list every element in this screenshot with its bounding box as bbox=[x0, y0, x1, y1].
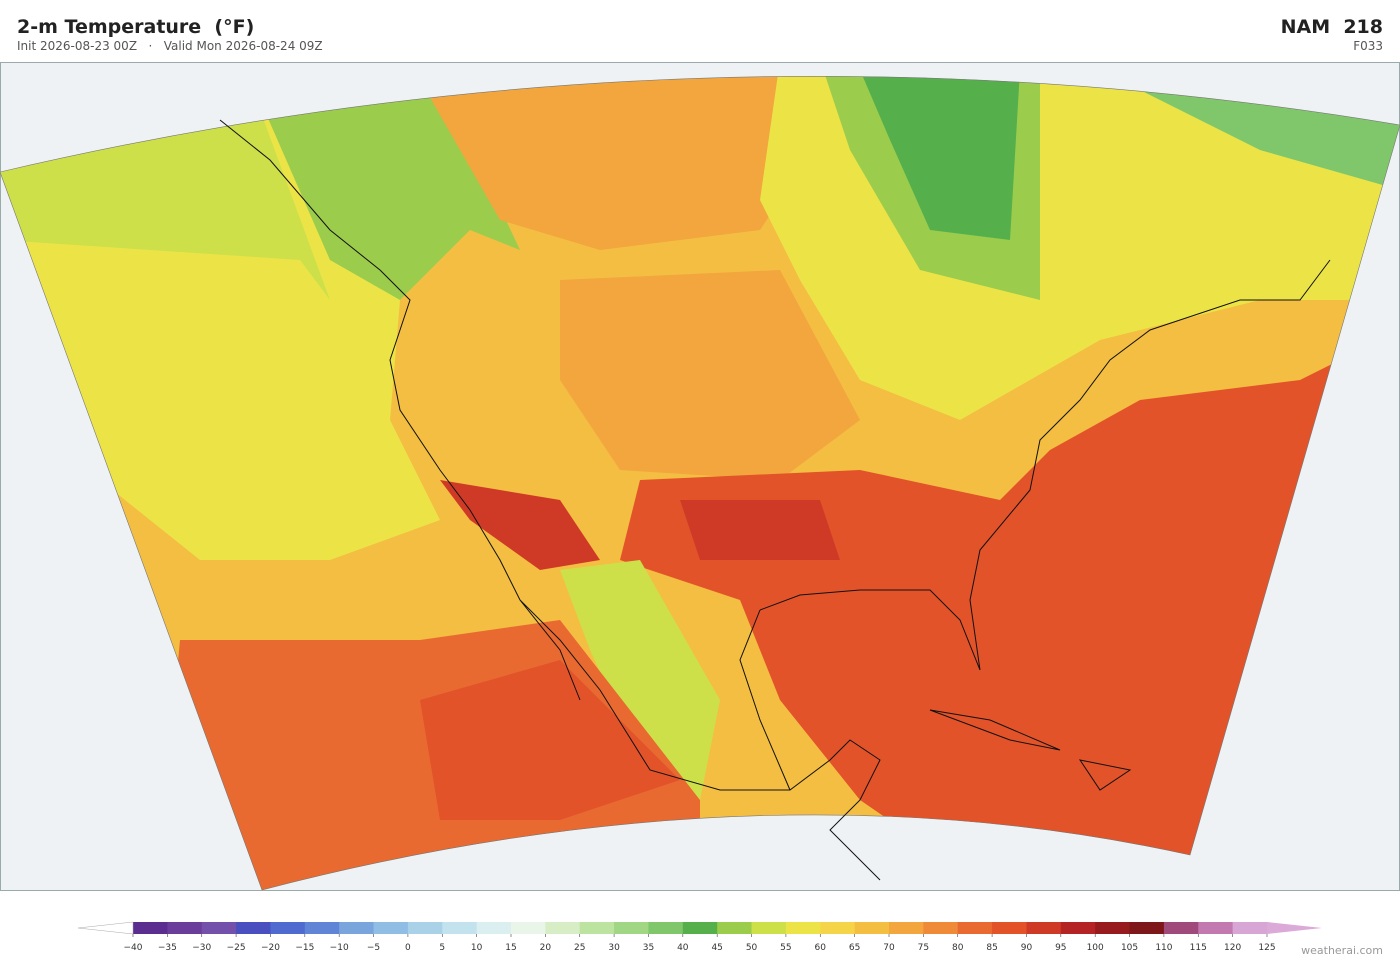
colorbar-tick-label: 125 bbox=[1258, 943, 1275, 953]
colorbar-bin bbox=[407, 922, 443, 934]
colorbar-tick-label: 50 bbox=[746, 943, 758, 953]
colorbar-bin bbox=[1198, 922, 1234, 934]
colorbar-bin bbox=[579, 922, 615, 934]
subtitle: Init 2026-08-23 00Z · Valid Mon 2026-08-… bbox=[17, 39, 323, 53]
colorbar-bin bbox=[1026, 922, 1062, 934]
colorbar-tick-label: 5 bbox=[439, 943, 445, 953]
coastline bbox=[219, 119, 1331, 881]
colorbar-bin bbox=[373, 922, 409, 934]
colorbar-tick-label: 25 bbox=[574, 943, 585, 953]
colorbar-tick-label: 105 bbox=[1121, 943, 1138, 953]
colorbar-bin bbox=[957, 922, 993, 934]
colorbar-bin bbox=[133, 922, 168, 934]
colorbar-bin bbox=[785, 922, 821, 934]
colorbar-bin bbox=[1163, 922, 1199, 934]
credit: weatherai.com bbox=[1301, 944, 1383, 957]
colorbar-tick-label: 55 bbox=[780, 943, 791, 953]
colorbar-bin bbox=[167, 922, 203, 934]
colorbar-tick-label: −20 bbox=[261, 943, 280, 953]
colorbar-tick-label: 15 bbox=[505, 943, 516, 953]
colorbar-bin bbox=[1060, 922, 1096, 934]
colorbar-bin bbox=[648, 922, 684, 934]
model: NAM 218 bbox=[1280, 16, 1383, 38]
colorbar-bin bbox=[476, 922, 512, 934]
colorbar-bin bbox=[236, 922, 271, 934]
colorbar-tick-label: −25 bbox=[227, 943, 246, 953]
colorbar-tick-label: 70 bbox=[883, 943, 895, 953]
colorbar-tick-label: 85 bbox=[986, 943, 997, 953]
colorbar-bin bbox=[1232, 922, 1268, 934]
colorbar-tick-label: 80 bbox=[952, 943, 964, 953]
colorbar-bin bbox=[889, 922, 924, 934]
colorbar-tick-label: −10 bbox=[330, 943, 349, 953]
colorbar-tick-label: 60 bbox=[815, 943, 827, 953]
forecast-hour: F033 bbox=[1353, 39, 1383, 53]
title: 2-m Temperature (°F) bbox=[17, 16, 255, 38]
colorbar-bin bbox=[1129, 922, 1165, 934]
colorbar-bin bbox=[1095, 922, 1131, 934]
colorbar: −40 −35 −30 −25 −20 −15 −10 −5 0 5 10 15 20 25 30 35 40 4… bbox=[77, 921, 1322, 953]
colorbar-over bbox=[1267, 922, 1322, 934]
colorbar-bin bbox=[304, 922, 340, 934]
colorbar-tick-label: −15 bbox=[295, 943, 314, 953]
colorbar-tick-label: 40 bbox=[677, 943, 689, 953]
colorbar-bin bbox=[717, 922, 753, 934]
colorbar-bin bbox=[923, 922, 959, 934]
colorbar-tick-label: 75 bbox=[918, 943, 929, 953]
colorbar-tick-label: 20 bbox=[540, 943, 552, 953]
colorbar-bin bbox=[854, 922, 890, 934]
colorbar-tick-label: 65 bbox=[849, 943, 860, 953]
colorbar-tick-label: 90 bbox=[1021, 943, 1033, 953]
colorbar-bin bbox=[201, 922, 237, 934]
colorbar-under bbox=[77, 921, 134, 935]
colorbar-tick-label: 0 bbox=[405, 943, 411, 953]
colorbar-tick-label: 45 bbox=[711, 943, 722, 953]
colorbar-tick-label: −35 bbox=[158, 943, 177, 953]
colorbar-bin bbox=[820, 922, 856, 934]
colorbar-tick-label: 100 bbox=[1087, 943, 1104, 953]
colorbar-tick-label: 35 bbox=[643, 943, 654, 953]
colorbar-bin bbox=[614, 922, 649, 934]
colorbar-bin bbox=[442, 922, 478, 934]
colorbar-tick-label: 10 bbox=[471, 943, 483, 953]
colorbar-tick-label: 115 bbox=[1190, 943, 1207, 953]
colorbar-bin bbox=[270, 922, 306, 934]
colorbar-bin bbox=[682, 922, 718, 934]
colorbar-bin bbox=[339, 922, 375, 934]
colorbar-bin bbox=[751, 922, 787, 934]
colorbar-bin bbox=[545, 922, 581, 934]
colorbar-tick-label: 95 bbox=[1055, 943, 1066, 953]
colorbar-tick-label: −40 bbox=[124, 943, 143, 953]
colorbar-tick-label: 30 bbox=[608, 943, 620, 953]
colorbar-tick-label: −5 bbox=[367, 943, 380, 953]
colorbar-tick-label: 120 bbox=[1224, 943, 1241, 953]
domain-outline bbox=[0, 75, 1400, 891]
colorbar-bin bbox=[992, 922, 1027, 934]
islands bbox=[929, 709, 1132, 791]
colorbar-bin bbox=[511, 922, 546, 934]
colorbar-tick-label: 110 bbox=[1155, 943, 1172, 953]
colorbar-tick-label: −30 bbox=[192, 943, 211, 953]
